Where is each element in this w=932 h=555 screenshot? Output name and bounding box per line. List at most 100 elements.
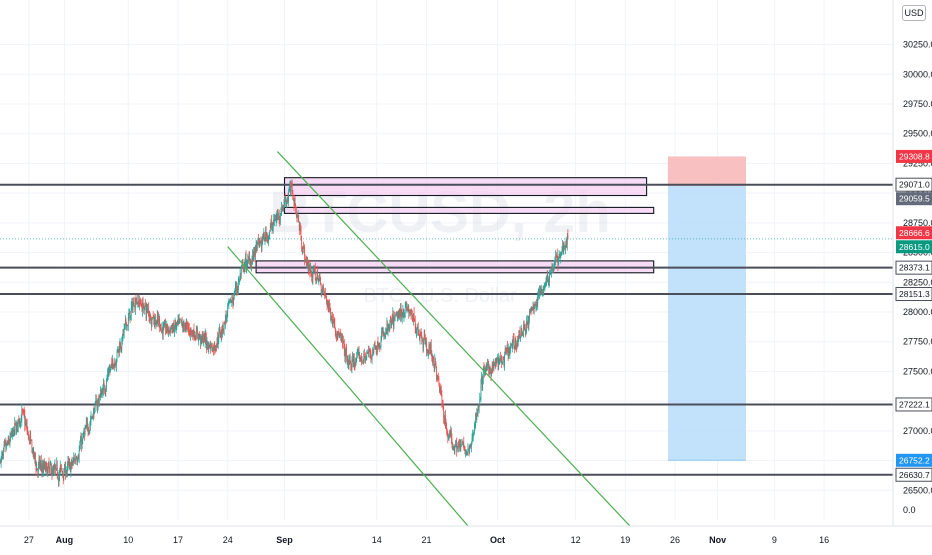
candle-body: [76, 458, 78, 463]
candle-body: [313, 269, 314, 272]
candle-body: [358, 350, 359, 351]
price-tick-label: 28000.0: [903, 307, 932, 317]
candle-body: [524, 327, 526, 332]
candle-body: [351, 366, 352, 369]
candle-body: [16, 422, 18, 427]
candle-body: [539, 291, 540, 293]
candle-body: [18, 419, 20, 420]
candle-body: [417, 327, 418, 329]
candle-body: [204, 334, 206, 343]
candle-body: [138, 300, 139, 304]
candle-body: [286, 201, 288, 203]
candle-body: [492, 365, 494, 369]
candle-body: [153, 317, 155, 319]
candle-body: [71, 460, 73, 465]
candle-body: [429, 345, 430, 349]
candle-body: [303, 247, 304, 249]
candle-body: [14, 422, 16, 431]
candle-body: [87, 428, 89, 431]
currency-badge[interactable]: USD: [902, 5, 926, 21]
price-tick-label: 27000.0: [903, 426, 932, 436]
candle-body: [0, 460, 1, 463]
candle-body: [91, 416, 92, 418]
candle-body: [493, 365, 495, 366]
candle-body: [132, 301, 133, 310]
candle-body: [169, 327, 171, 331]
candle-body: [520, 330, 522, 338]
candle-body: [123, 327, 125, 334]
candle-body: [553, 267, 555, 270]
candle-body: [537, 294, 539, 304]
candle-body: [236, 285, 237, 290]
candle-body: [533, 307, 535, 309]
candle-body: [483, 367, 485, 371]
time-tick-label: Nov: [709, 535, 726, 545]
candle-body: [106, 379, 107, 391]
candle-body: [345, 348, 347, 353]
candle-body: [138, 303, 140, 305]
time-tick-label: Aug: [56, 535, 74, 545]
candle-body: [550, 268, 552, 272]
candle-body: [141, 304, 143, 312]
candle-body: [381, 333, 382, 340]
candle-body: [172, 326, 174, 331]
candle-body: [188, 329, 190, 331]
candle-body: [340, 334, 342, 339]
candle-body: [164, 323, 166, 326]
candle-body: [453, 446, 455, 450]
candle-body: [17, 419, 19, 427]
candle-body: [296, 215, 298, 218]
candle-body: [268, 237, 269, 242]
candle-body: [506, 347, 508, 351]
candle-body: [499, 357, 501, 359]
candle-body: [34, 453, 36, 458]
candle-body: [538, 292, 540, 294]
candle-body: [142, 302, 144, 309]
candle-body: [256, 242, 258, 251]
candle-body: [26, 422, 28, 432]
candle-body: [432, 356, 433, 360]
price-label-box: [896, 240, 932, 254]
candle-body: [127, 325, 129, 327]
candle-body: [480, 383, 482, 398]
candle-body: [197, 332, 199, 340]
candle-body: [368, 350, 370, 352]
candle-body: [114, 363, 116, 365]
candle-body: [67, 460, 69, 465]
candle-body: [467, 449, 469, 452]
candle-body: [94, 403, 96, 410]
candle-body: [451, 430, 452, 439]
candle-body: [24, 415, 26, 425]
candle-body: [329, 307, 331, 311]
candle-body: [97, 399, 99, 405]
candle-body: [377, 343, 379, 345]
candle-body: [232, 301, 234, 305]
candle-body: [482, 367, 484, 380]
price-tick-label: 29250.0: [903, 158, 932, 168]
candle-body: [185, 322, 187, 329]
candle-body: [274, 218, 276, 221]
candle-body: [563, 247, 565, 252]
candle-body: [346, 348, 347, 360]
candle-body: [382, 331, 384, 333]
candle-body: [444, 415, 446, 422]
candle-body: [383, 334, 385, 336]
candle-body: [435, 362, 437, 369]
candle-body: [136, 302, 138, 305]
candle-body: [9, 437, 11, 444]
candle-body: [274, 218, 275, 222]
candle-body: [567, 234, 569, 239]
candle-body: [152, 317, 154, 319]
candle-body: [261, 243, 262, 247]
candle-body: [299, 228, 301, 231]
candle-body: [271, 221, 272, 228]
candle-body: [448, 436, 449, 438]
candle-body: [300, 230, 302, 241]
candle-body: [344, 349, 346, 358]
candle-body: [448, 434, 450, 437]
candle-body: [511, 345, 513, 347]
candle-body: [374, 342, 376, 348]
candle-body: [201, 336, 203, 338]
